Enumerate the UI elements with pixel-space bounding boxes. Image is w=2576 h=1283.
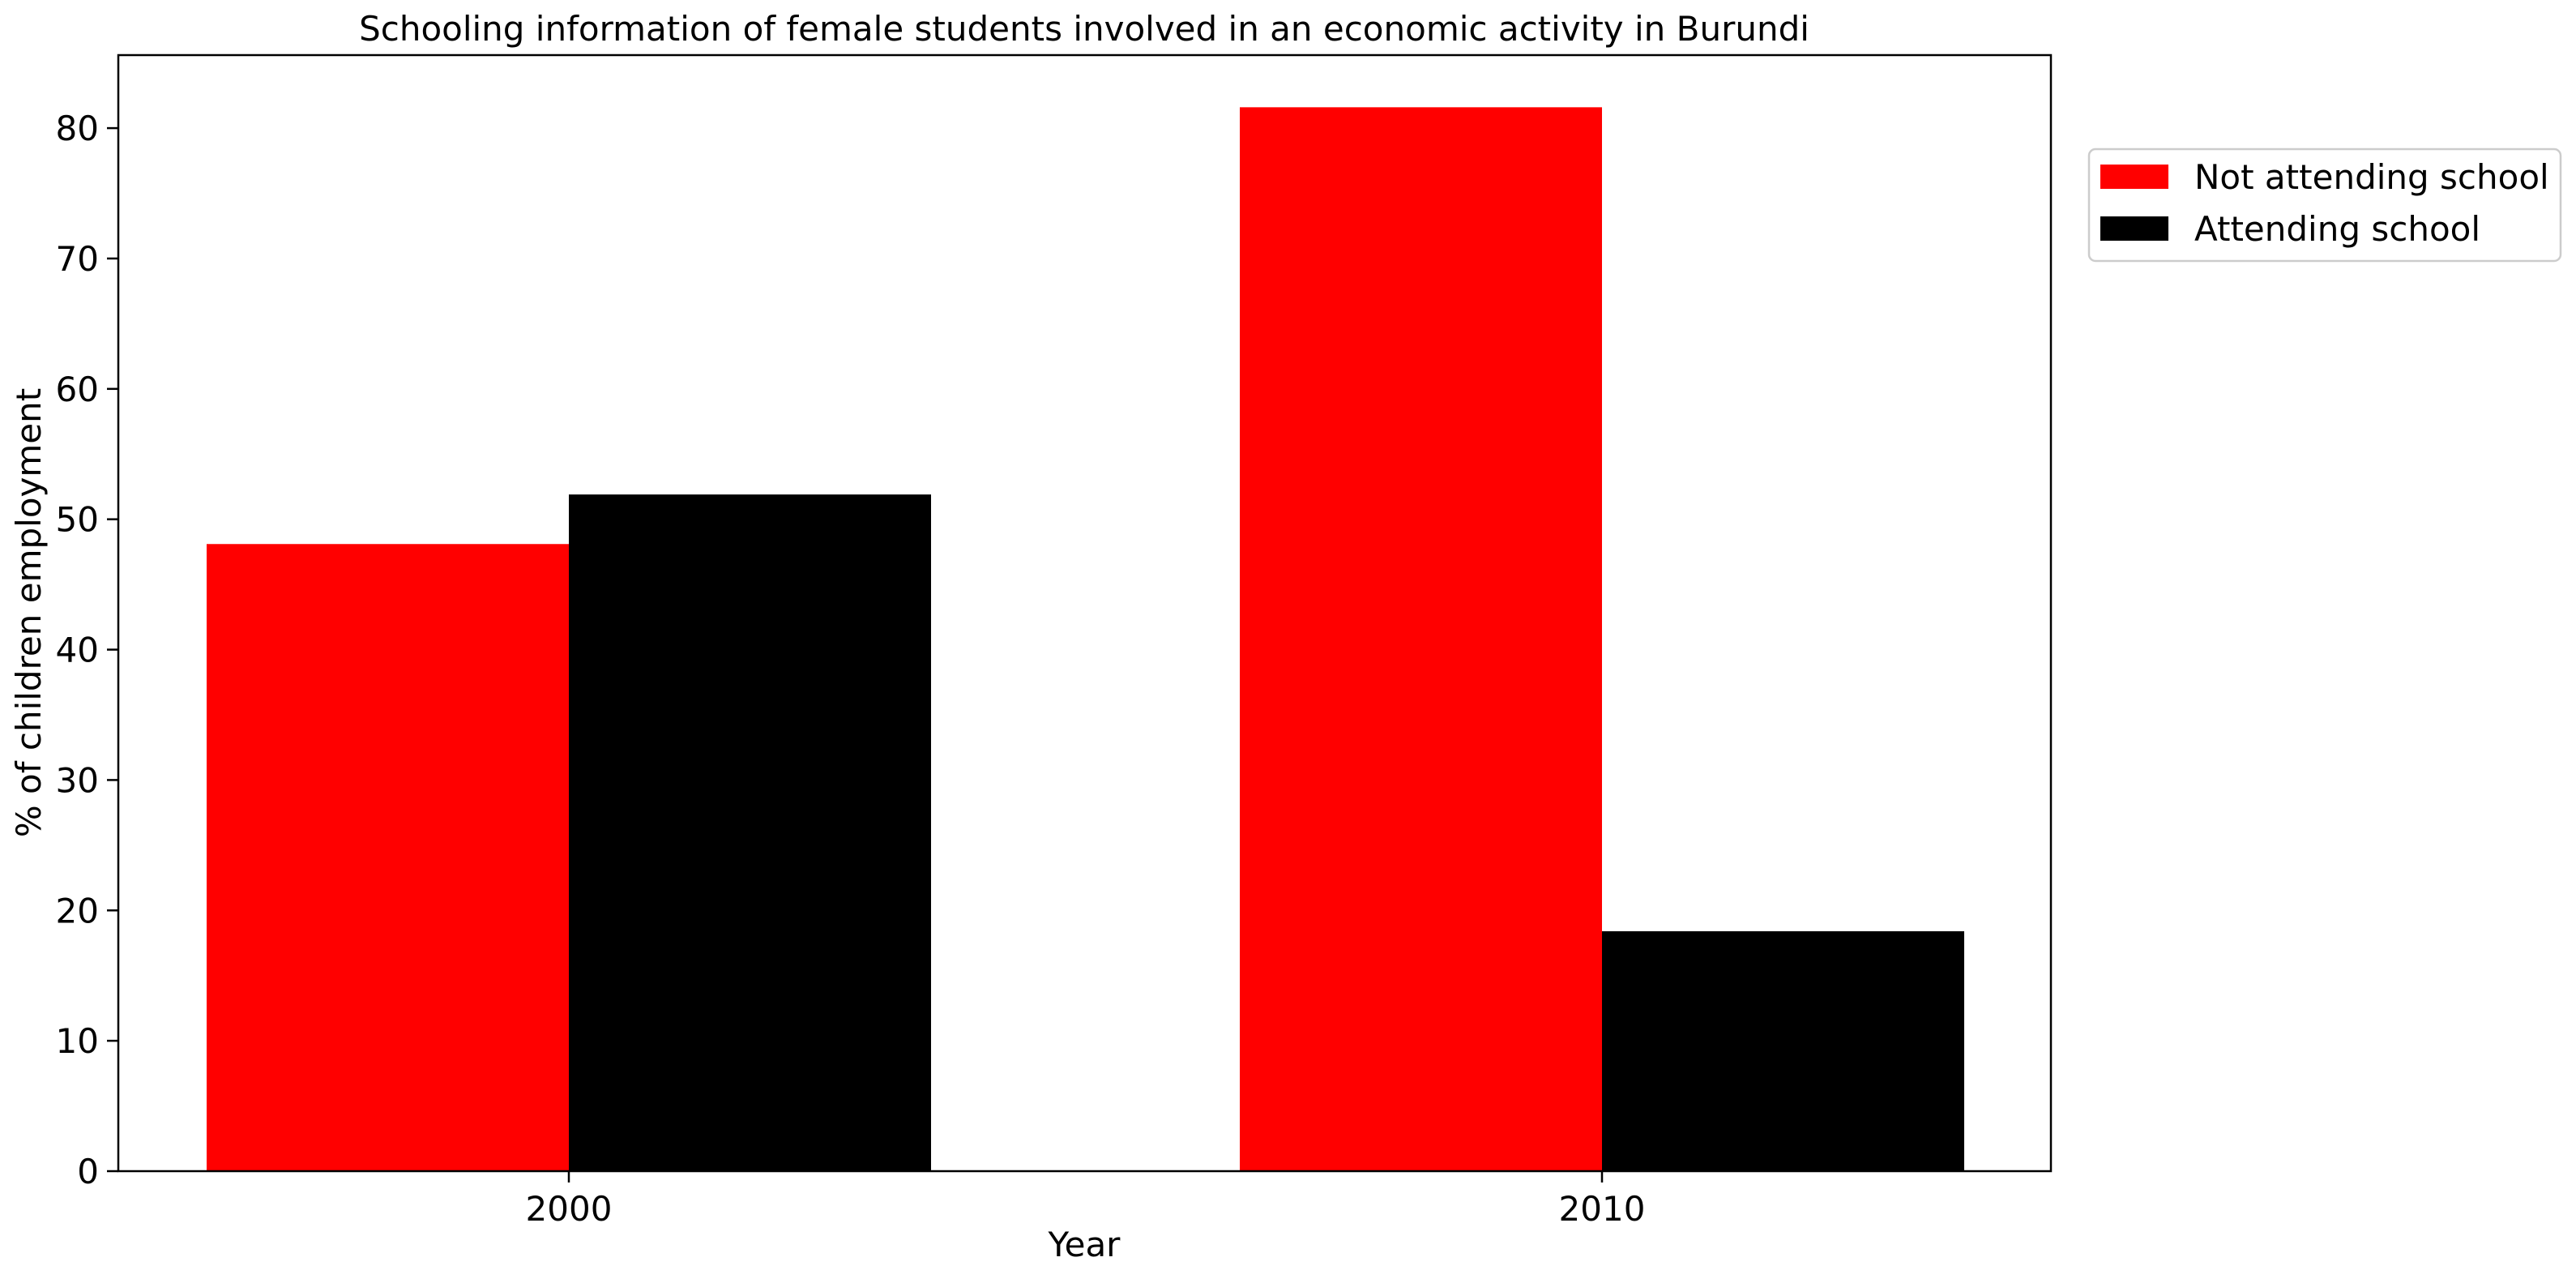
y-tick-label: 40 [56, 631, 99, 670]
legend-swatch-attending-school [2100, 216, 2168, 241]
plot-area [117, 53, 2053, 1173]
y-axis-label: % of children employment [9, 388, 49, 837]
legend-frame [2087, 148, 2562, 263]
bar-attending-school-2010 [1602, 931, 1964, 1171]
legend-label-attending-school: Attending school [2194, 209, 2480, 249]
x-axis-label: Year [1048, 1225, 1121, 1264]
y-tick-label: 30 [56, 760, 99, 800]
y-tick-label: 0 [77, 1152, 99, 1191]
y-tick-label: 70 [56, 239, 99, 279]
bars-layer [207, 107, 1964, 1171]
bar-not-attending-school-2010 [1240, 107, 1602, 1171]
x-axis: 2000 2010 [526, 1171, 1646, 1229]
legend-label-not-attending-school: Not attending school [2194, 157, 2549, 197]
y-tick-label: 60 [56, 370, 99, 409]
plot-frame [117, 53, 2053, 1173]
y-tick-label: 80 [56, 109, 99, 148]
chart-title: Schooling information of female students… [359, 9, 1809, 49]
y-axis: 0 10 20 30 40 50 60 70 80 [56, 109, 118, 1191]
y-tick-label: 10 [56, 1021, 99, 1061]
legend[interactable]: Not attending school Attending school [2087, 148, 2562, 263]
bar-attending-school-2000 [569, 494, 931, 1171]
x-tick-label: 2000 [526, 1189, 613, 1229]
y-tick-label: 20 [56, 891, 99, 930]
x-tick-label: 2010 [1559, 1189, 1646, 1229]
legend-items: Not attending school Attending school [2100, 157, 2549, 249]
y-tick-label: 50 [56, 500, 99, 540]
bar-not-attending-school-2000 [207, 544, 569, 1171]
legend-swatch-not-attending-school [2100, 165, 2168, 189]
